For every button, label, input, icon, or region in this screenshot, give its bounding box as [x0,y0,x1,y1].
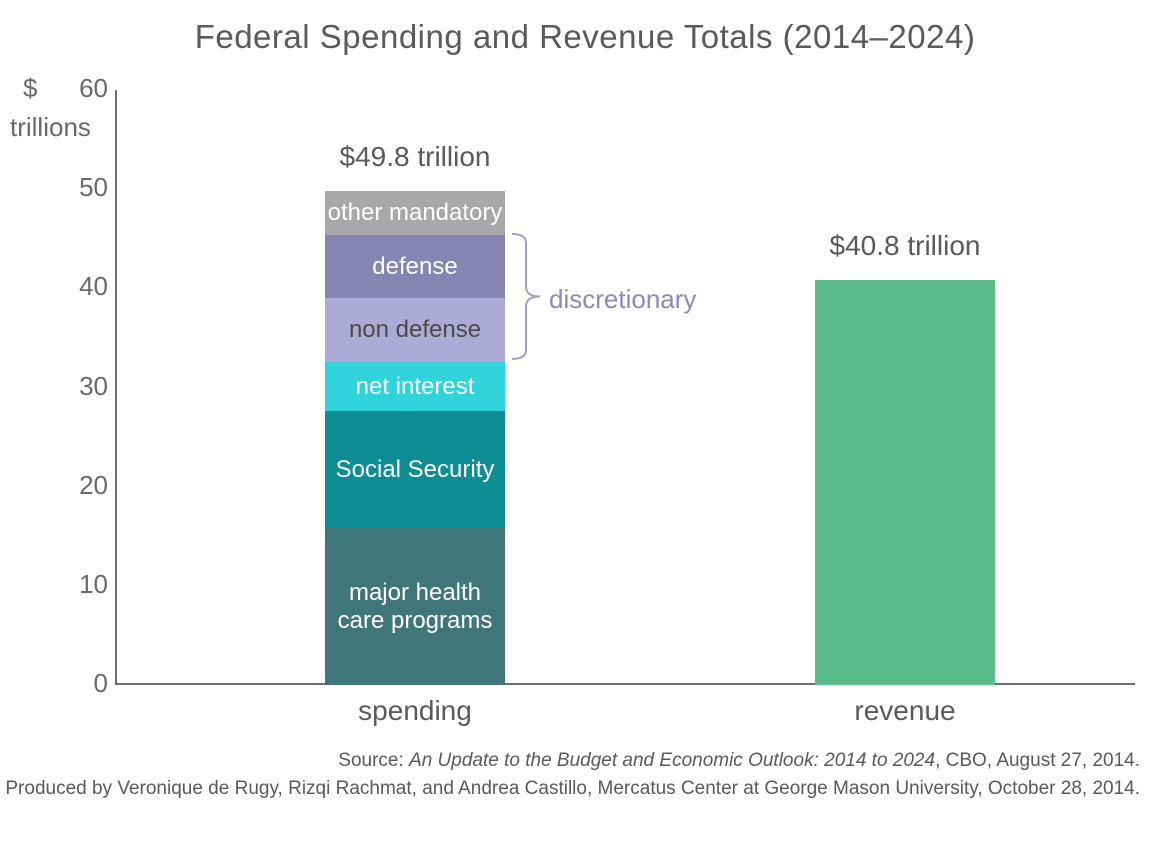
x-category-spending: spending [295,695,535,727]
spending-segment: net interest [325,362,505,412]
chart-title: Federal Spending and Revenue Totals (201… [0,18,1170,56]
y-axis-line [115,90,117,685]
chart-container: Federal Spending and Revenue Totals (201… [0,0,1170,850]
yaxis-tick-label: 0 [53,668,108,699]
yaxis-tick-label: 20 [53,470,108,501]
discretionary-label: discretionary [549,284,696,315]
revenue-total-label: $40.8 trillion [755,230,1055,262]
yaxis-unit-label: trillions [10,112,91,143]
source-title-italic: An Update to the Budget and Economic Out… [409,750,935,771]
spending-segment: non defense [325,298,505,361]
x-category-revenue: revenue [785,695,1025,727]
source-suffix: , CBO, August 27, 2014. [935,750,1140,771]
revenue-bar [815,280,995,685]
source-attribution: Source: An Update to the Budget and Econ… [5,747,1140,802]
yaxis-tick-label: 60 [53,73,108,104]
spending-total-label: $49.8 trillion [265,141,565,173]
spending-segment: major healthcare programs [325,528,505,685]
revenue-segment [815,280,995,685]
spending-segment: other mandatory [325,191,505,235]
yaxis-tick-label: 50 [53,172,108,203]
source-line-2: Produced by Veronique de Rugy, Rizqi Rac… [5,775,1140,803]
source-prefix: Source: [338,750,409,771]
discretionary-bracket [511,233,543,362]
yaxis-tick-label: 40 [53,271,108,302]
source-line-1: Source: An Update to the Budget and Econ… [5,747,1140,775]
spending-bar: major healthcare programsSocial Security… [325,191,505,685]
spending-segment: Social Security [325,411,505,528]
yaxis-currency-symbol: $ [23,73,37,104]
yaxis-tick-label: 10 [53,569,108,600]
plot-area: major healthcare programsSocial Security… [115,90,1135,685]
yaxis-tick-label: 30 [53,371,108,402]
spending-segment: defense [325,235,505,298]
